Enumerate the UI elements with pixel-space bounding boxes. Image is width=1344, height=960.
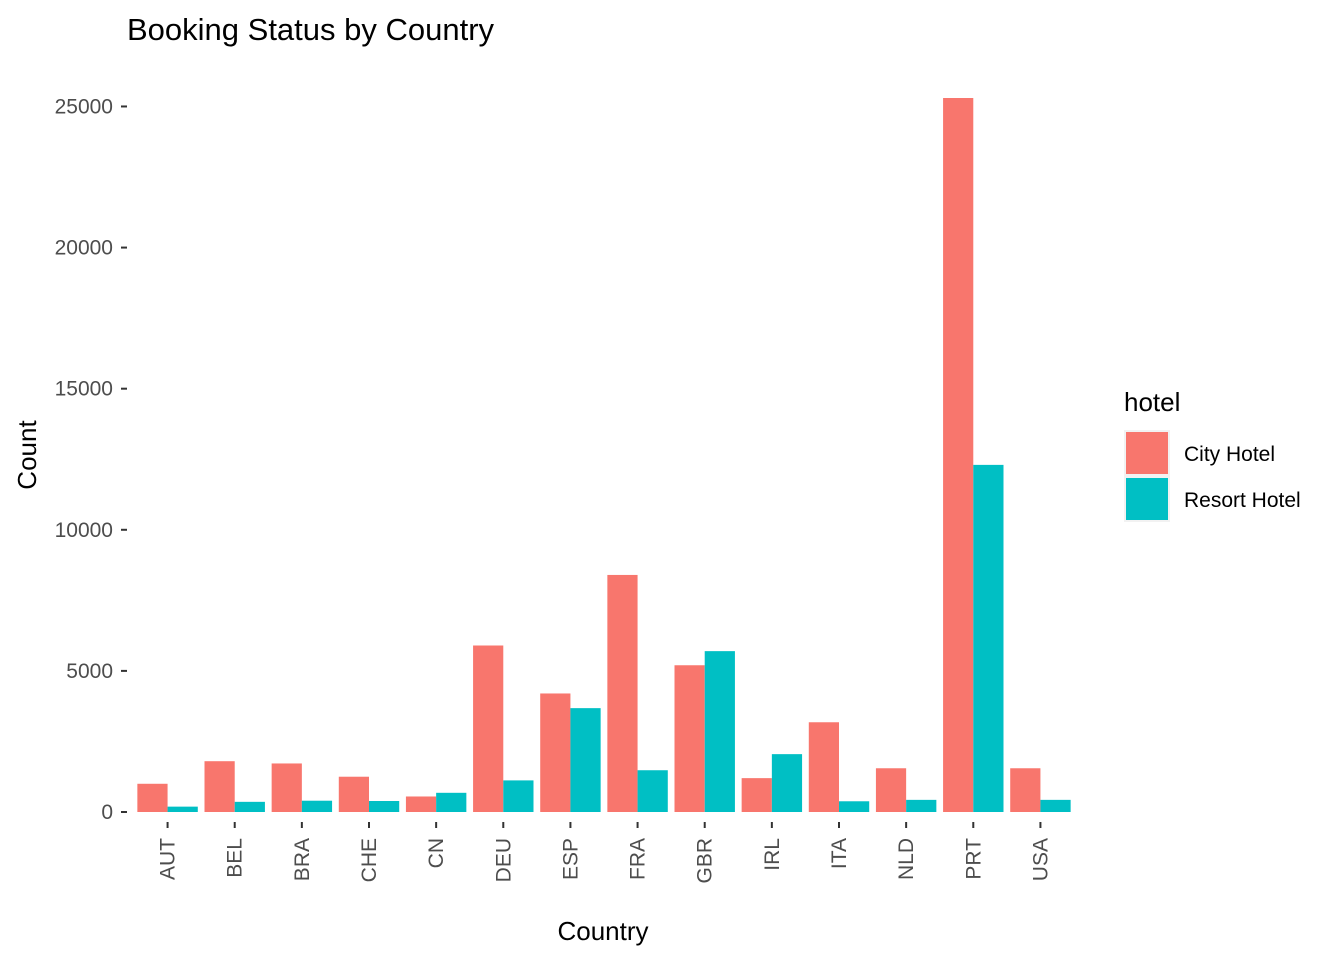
y-tick-label: 20000 [55,237,113,260]
y-tick-label: 15000 [55,378,113,401]
bar-cn-resort-hotel [436,792,467,812]
legend: hotel City Hotel Resort Hotel [1124,387,1301,522]
x-tick-label: CN [425,838,448,868]
bar-cn-city-hotel [405,796,437,812]
chart-title: Booking Status by Country [127,12,495,47]
bar-deu-resort-hotel [503,780,534,812]
x-tick-label: DEU [492,838,515,882]
x-tick-label: FRA [627,838,650,880]
x-tick-label: PRT [962,838,985,880]
y-axis: 0 5000 10000 15000 20000 25000 [55,95,127,824]
y-axis-title: Count [12,420,42,490]
bar-aut-city-hotel [137,783,168,812]
legend-label: Resort Hotel [1184,489,1301,512]
x-tick-label: BEL [224,838,247,878]
x-tick-label: AUT [157,838,180,880]
bar-esp-resort-hotel [570,708,601,812]
x-tick-label: USA [1029,838,1052,881]
bar-bra-resort-hotel [301,800,333,812]
bar-prt-resort-hotel [973,464,1004,812]
x-axis-title: Country [557,916,648,946]
y-tick-label: 0 [101,801,113,824]
bar-usa-resort-hotel [1040,799,1071,812]
bar-usa-city-hotel [1010,768,1041,812]
x-tick-label: NLD [895,838,918,880]
x-tick-label: ESP [559,838,582,880]
bar-deu-city-hotel [473,645,504,812]
legend-swatch [1126,478,1168,520]
x-tick-label: GBR [694,838,717,884]
bar-irl-resort-hotel [771,754,803,812]
bar-che-city-hotel [338,776,369,812]
y-tick-label: 10000 [55,519,113,542]
bar-fra-city-hotel [607,574,638,812]
bar-ita-city-hotel [808,722,839,812]
x-axis: AUT BEL BRA CHE CN DEU ESP FRA GBR IRL ITA NLD PRT US… [157,822,1052,884]
bar-bel-resort-hotel [234,801,265,812]
y-tick-label: 5000 [66,660,113,683]
bar-gbr-resort-hotel [704,651,735,812]
bar-bel-city-hotel [204,761,235,812]
legend-label: City Hotel [1184,443,1275,466]
bar-che-resort-hotel [369,800,400,812]
x-tick-label: ITA [828,838,851,869]
bar-aut-resort-hotel [167,806,198,812]
bar-prt-city-hotel [943,98,974,812]
bar-nld-resort-hotel [906,799,937,812]
legend-swatch [1126,432,1168,474]
x-tick-label: BRA [291,838,314,881]
bar-irl-city-hotel [741,778,772,812]
bar-ita-resort-hotel [839,801,870,812]
x-tick-label: CHE [358,838,381,882]
x-tick-label: IRL [761,838,784,871]
bar-gbr-city-hotel [674,665,705,812]
bar-esp-city-hotel [540,693,571,812]
bar-fra-resort-hotel [637,770,668,812]
bar-nld-city-hotel [875,768,907,812]
y-tick-label: 25000 [55,95,113,118]
bars [137,98,1071,812]
bar-bra-city-hotel [271,763,302,812]
legend-title: hotel [1124,387,1180,417]
